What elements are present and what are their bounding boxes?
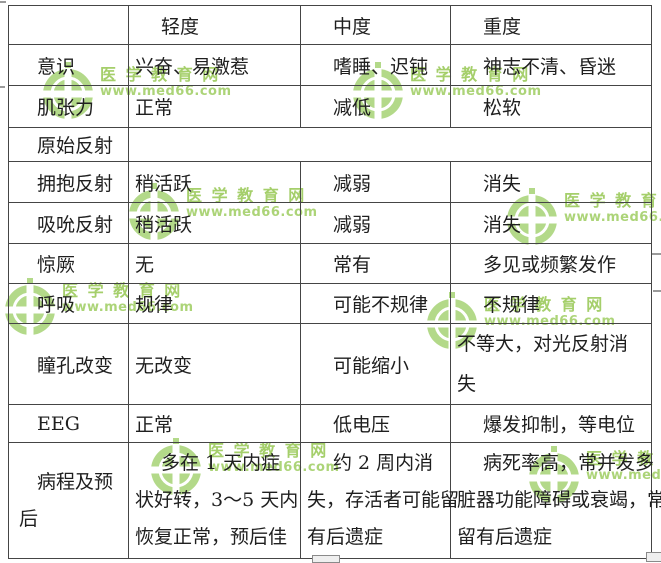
row-label: 原始反射	[8, 127, 129, 162]
cell-mild: 正常	[128, 85, 301, 128]
row-label: 惊厥	[8, 243, 129, 284]
row-label: 病程及预 后	[8, 442, 129, 559]
cell-severe: 多见或频繁发作	[450, 243, 652, 284]
cell-severe: 不规律	[450, 283, 652, 324]
header-moderate: 中度	[300, 5, 451, 45]
row-label: 肌张力	[8, 85, 129, 128]
table-header-row: 轻度 中度 重度	[8, 5, 652, 45]
cell-mild: 规律	[128, 283, 301, 324]
cell-moderate: 常有	[300, 243, 451, 284]
ruler-tick	[653, 290, 661, 292]
cell-moderate: 约 2 周内消 失，存活者可能留 有后遗症	[300, 442, 459, 559]
hie-grading-table: 轻度 中度 重度 意识 兴奋、易激惹 嗜睡、迟钝 神志不清、昏迷 肌张力 正常 …	[8, 5, 661, 559]
table-row: 病程及预 后 多在 1 天内症 状好转，3～5 天内 恢复正常，预后佳 约 2 …	[8, 442, 661, 559]
row-label: EEG	[8, 404, 129, 443]
table-row: 瞳孔改变 无改变 可能缩小 不等大，对光反射消 失	[8, 323, 652, 405]
header-severe: 重度	[450, 5, 652, 45]
cell-moderate: 低电压	[300, 404, 451, 443]
cell-moderate: 可能缩小	[300, 323, 451, 405]
cell-mild: 兴奋、易激惹	[128, 44, 301, 86]
cell-mild: 正常	[128, 404, 301, 443]
cell-mild: 稍活跃	[128, 161, 301, 203]
header-empty-cell	[8, 5, 129, 45]
row-label: 瞳孔改变	[8, 323, 129, 405]
table-row: 意识 兴奋、易激惹 嗜睡、迟钝 神志不清、昏迷	[8, 44, 652, 86]
cell-moderate: 可能不规律	[300, 283, 451, 324]
cell-severe: 病死率高，常并发多 脏器功能障碍或衰竭，常 留有后遗症	[450, 442, 661, 559]
cell-mild: 多在 1 天内症 状好转，3～5 天内 恢复正常，预后佳	[128, 442, 301, 559]
ruler-tick	[651, 253, 661, 255]
cell-severe: 爆发抑制，等电位	[450, 404, 652, 443]
cell-mild: 无	[128, 243, 301, 284]
cell-moderate: 减弱	[300, 161, 451, 203]
row-label: 呼吸	[8, 283, 129, 324]
table-row: 吸吮反射 稍活跃 减弱 消失	[8, 202, 652, 244]
table-row: 拥抱反射 稍活跃 减弱 消失	[8, 161, 652, 203]
row-label: 吸吮反射	[8, 202, 129, 244]
cell-mild: 无改变	[128, 323, 301, 405]
cell-moderate: 减弱	[300, 202, 451, 244]
table-row: 呼吸 规律 可能不规律 不规律	[8, 283, 652, 324]
table-row: 惊厥 无 常有 多见或频繁发作	[8, 243, 652, 284]
table-resize-handle[interactable]	[312, 555, 340, 563]
row-label: 意识	[8, 44, 129, 86]
cell-moderate: 减低	[300, 85, 451, 128]
cell-severe: 消失	[450, 161, 652, 203]
ruler-tick	[0, 86, 5, 88]
cell-merged-empty	[128, 127, 652, 162]
cell-mild: 稍活跃	[128, 202, 301, 244]
cell-severe: 不等大，对光反射消 失	[450, 323, 652, 405]
ruler-tick	[0, 1, 6, 3]
cell-severe: 松软	[450, 85, 652, 128]
table-row: EEG 正常 低电压 爆发抑制，等电位	[8, 404, 652, 443]
cell-moderate: 嗜睡、迟钝	[300, 44, 451, 86]
table-row: 肌张力 正常 减低 松软	[8, 85, 652, 128]
row-label: 拥抱反射	[8, 161, 129, 203]
cell-severe: 消失	[450, 202, 652, 244]
header-mild: 轻度	[128, 5, 301, 45]
cell-severe: 神志不清、昏迷	[450, 44, 652, 86]
table-row: 原始反射	[8, 127, 652, 162]
